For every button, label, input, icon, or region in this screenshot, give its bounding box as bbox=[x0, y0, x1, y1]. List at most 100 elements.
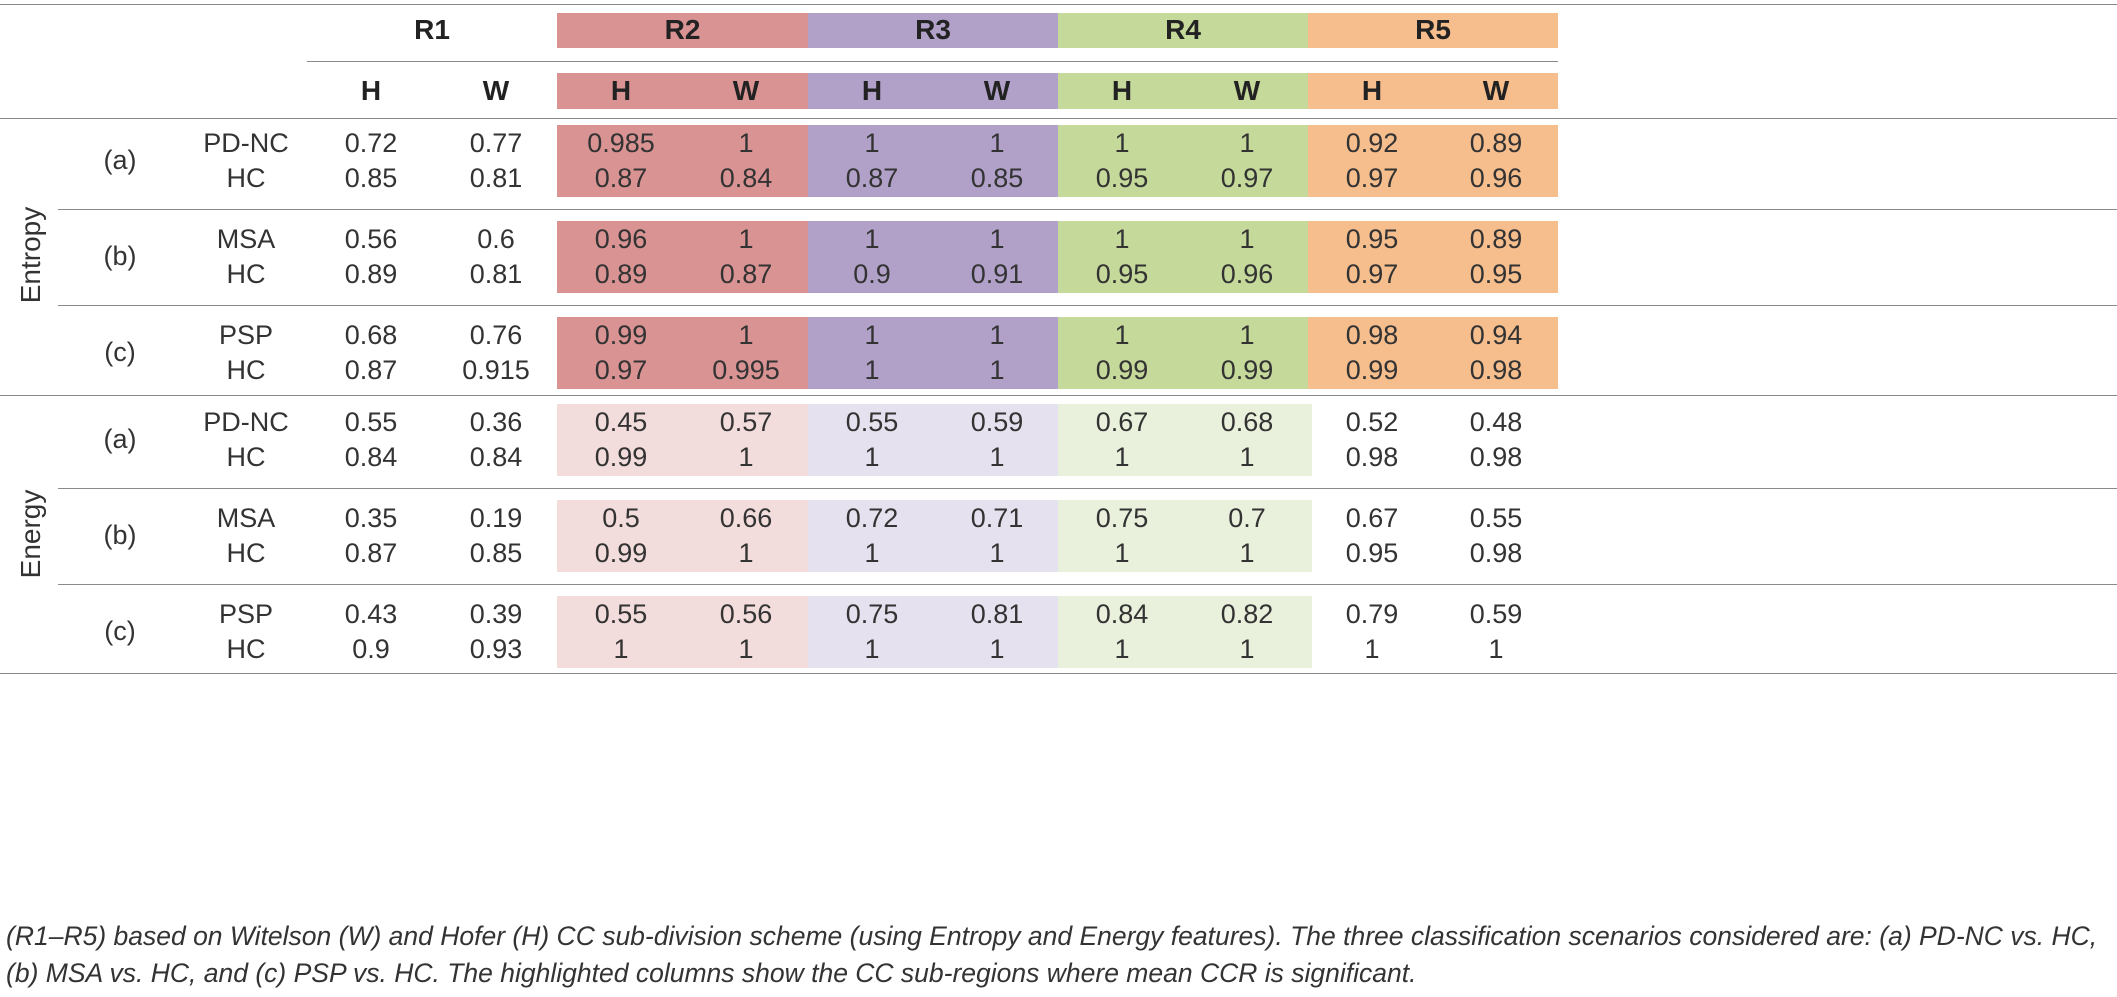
table-cell-text: 0.72 bbox=[344, 128, 398, 158]
table-cell-text: 1 bbox=[1114, 320, 1130, 350]
table-cell-text: 0.81 bbox=[970, 599, 1024, 629]
table-cell-text: 1 bbox=[989, 634, 1005, 664]
top-rule bbox=[0, 4, 2117, 5]
scenario-separator bbox=[58, 305, 2117, 306]
table-cell-text: 1 bbox=[864, 224, 880, 254]
highlight-entropy-c-r3 bbox=[808, 317, 1058, 389]
highlight-energy-b-r4 bbox=[1058, 500, 1312, 572]
table-cell-text: 0.77 bbox=[469, 128, 523, 158]
table-cell-text: 0.84 bbox=[719, 163, 773, 193]
table-cell-text: 1 bbox=[1239, 224, 1255, 254]
table-cell-text: 0.9 bbox=[853, 259, 891, 289]
highlight-energy-a-r4 bbox=[1058, 404, 1312, 476]
table-cell-text: 0.72 bbox=[845, 503, 899, 533]
table-cell-text: 0.89 bbox=[344, 259, 398, 289]
table-cell-text: 0.89 bbox=[1469, 224, 1523, 254]
table-cell-text: 1 bbox=[613, 634, 629, 664]
highlight-entropy-c-r4 bbox=[1058, 317, 1308, 389]
table-cell-text: 0.99 bbox=[1345, 355, 1399, 385]
table-cell-text: 0.89 bbox=[1469, 128, 1523, 158]
table-cell-text: 0.57 bbox=[719, 407, 773, 437]
class-label-text: HC bbox=[226, 538, 266, 568]
table-cell-text: 0.95 bbox=[1095, 163, 1149, 193]
table-cell-text: 0.96 bbox=[594, 224, 648, 254]
table-cell-text: 0.92 bbox=[1345, 128, 1399, 158]
table-cell-text: 0.56 bbox=[719, 599, 773, 629]
table-cell-text: 0.55 bbox=[344, 407, 398, 437]
highlight-entropy-b-r2 bbox=[557, 221, 808, 293]
table-cell-text: 0.81 bbox=[469, 259, 523, 289]
table-cell-text: 1 bbox=[1114, 442, 1130, 472]
highlight-entropy-a-r5 bbox=[1308, 125, 1558, 197]
sub-header-6-text: W bbox=[983, 75, 1011, 106]
table-cell-text: 0.96 bbox=[1220, 259, 1274, 289]
table-cell-text: 0.82 bbox=[1220, 599, 1274, 629]
table-cell-text: 0.99 bbox=[594, 538, 648, 568]
table-cell-text: 0.48 bbox=[1469, 407, 1523, 437]
table-cell-text: 0.75 bbox=[1095, 503, 1149, 533]
table-cell-text: 1 bbox=[989, 128, 1005, 158]
table-cell-text: 0.93 bbox=[469, 634, 523, 664]
table-cell-text: 1 bbox=[738, 538, 754, 568]
scenario-separator bbox=[58, 488, 2117, 489]
highlight-energy-a-r2 bbox=[557, 404, 808, 476]
table-cell-text: 0.7 bbox=[1228, 503, 1266, 533]
table-cell-text: 0.67 bbox=[1345, 503, 1399, 533]
table-cell-text: 0.95 bbox=[1095, 259, 1149, 289]
table-cell-text: 0.99 bbox=[1220, 355, 1274, 385]
table-cell-text: 1 bbox=[864, 355, 880, 385]
subheader-band-r2 bbox=[557, 73, 808, 109]
table-cell-text: 0.39 bbox=[469, 599, 523, 629]
table-cell-text: 1 bbox=[989, 538, 1005, 568]
table-cell-text: 0.85 bbox=[344, 163, 398, 193]
scenario-separator bbox=[58, 584, 2117, 585]
table-cell-text: 1 bbox=[1239, 320, 1255, 350]
highlight-entropy-b-r5 bbox=[1308, 221, 1558, 293]
table-cell-text: 0.55 bbox=[594, 599, 648, 629]
table-cell-text: 1 bbox=[738, 128, 754, 158]
table-cell-text: 0.99 bbox=[1095, 355, 1149, 385]
table-cell-text: 1 bbox=[738, 442, 754, 472]
sub-header-9-text: H bbox=[1361, 75, 1383, 106]
table-cell-text: 0.84 bbox=[344, 442, 398, 472]
scenario-separator bbox=[58, 209, 2117, 210]
class-label-text: MSA bbox=[216, 224, 276, 254]
table-cell-text: 0.95 bbox=[1345, 224, 1399, 254]
table-cell-text: 1 bbox=[1239, 128, 1255, 158]
highlight-entropy-a-r4 bbox=[1058, 125, 1308, 197]
table-cell-text: 0.94 bbox=[1469, 320, 1523, 350]
table-cell-text: 0.67 bbox=[1095, 407, 1149, 437]
table-cell-text: 1 bbox=[864, 442, 880, 472]
table-cell-text: 1 bbox=[864, 128, 880, 158]
sub-header-3-text: H bbox=[610, 75, 632, 106]
highlight-energy-c-r2 bbox=[557, 596, 808, 668]
table-cell-text: 0.75 bbox=[845, 599, 899, 629]
table-cell-text: 0.55 bbox=[845, 407, 899, 437]
table-cell-text: 1 bbox=[989, 224, 1005, 254]
table-cell-text: 0.91 bbox=[970, 259, 1024, 289]
subheader-band-r3 bbox=[808, 73, 1058, 109]
table-cell-text: 1 bbox=[989, 355, 1005, 385]
table-cell-text: 0.68 bbox=[1220, 407, 1274, 437]
bottom-rule bbox=[0, 673, 2117, 674]
table-cell-text: 0.99 bbox=[594, 442, 648, 472]
table-cell-text: 0.68 bbox=[344, 320, 398, 350]
highlight-entropy-b-r3 bbox=[808, 221, 1058, 293]
class-label-text: PSP bbox=[218, 320, 274, 350]
table-cell-text: 0.85 bbox=[469, 538, 523, 568]
region-header-r5-text: R5 bbox=[1415, 14, 1451, 45]
table-cell-text: 0.98 bbox=[1469, 538, 1523, 568]
highlight-energy-a-r3 bbox=[808, 404, 1058, 476]
table-cell-text: 0.95 bbox=[1345, 538, 1399, 568]
table-cell-text: 0.97 bbox=[594, 355, 648, 385]
table-cell-text: 0.85 bbox=[970, 163, 1024, 193]
table-cell-text: 1 bbox=[1114, 634, 1130, 664]
region-underline bbox=[307, 61, 1558, 62]
class-label-text: PD-NC bbox=[203, 128, 289, 158]
table-cell-text: 0.87 bbox=[719, 259, 773, 289]
highlight-energy-c-r4 bbox=[1058, 596, 1312, 668]
table-cell-text: 0.915 bbox=[462, 355, 530, 385]
table-cell-text: 0.98 bbox=[1469, 355, 1523, 385]
scenario-label-text: (c) bbox=[104, 616, 136, 646]
highlight-energy-c-r3 bbox=[808, 596, 1058, 668]
